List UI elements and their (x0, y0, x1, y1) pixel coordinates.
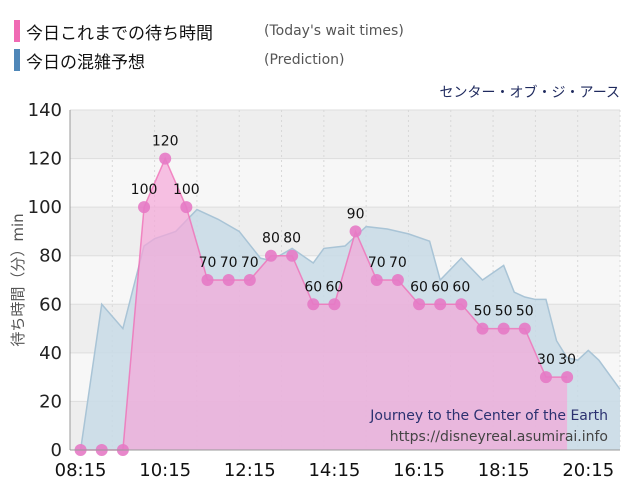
data-label: 60 (304, 279, 322, 295)
data-label: 50 (516, 304, 534, 320)
data-point (307, 298, 320, 311)
data-point (476, 322, 489, 335)
data-label: 100 (173, 182, 200, 198)
attraction-name: センター・オブ・ジ・アース (440, 84, 620, 101)
legend-label-prediction: 今日の混雑予想 (26, 52, 145, 73)
data-label: 90 (347, 206, 365, 222)
y-axis-label: 待ち時間（分）min (9, 213, 27, 346)
data-label: 80 (262, 231, 280, 247)
y-tick-label: 40 (39, 343, 62, 364)
data-point (413, 298, 426, 311)
y-tick-label: 100 (28, 197, 62, 218)
legend-label-today: 今日これまでの待ち時間 (26, 23, 213, 44)
data-label: 80 (283, 231, 301, 247)
y-tick-label: 80 (39, 246, 62, 267)
legend-swatch-today (14, 20, 20, 42)
data-label: 50 (474, 304, 492, 320)
data-label: 70 (368, 255, 386, 271)
legend-note-today: (Today's wait times) (264, 23, 404, 39)
data-point (391, 274, 404, 286)
x-tick-label: 18:15 (478, 460, 530, 481)
data-label: 30 (537, 352, 555, 368)
data-label: 60 (410, 279, 428, 295)
data-point (518, 322, 531, 335)
data-point (539, 371, 552, 384)
y-tick-label: 60 (39, 294, 62, 315)
x-tick-label: 12:15 (224, 460, 276, 481)
x-tick-label: 16:15 (393, 460, 445, 481)
legend-swatch-prediction (14, 49, 20, 71)
data-point (328, 298, 341, 311)
x-tick-label: 08:15 (55, 460, 107, 481)
data-point (180, 201, 193, 214)
data-point (201, 274, 214, 286)
watermark-url: https://disneyreal.asumirai.info (390, 429, 608, 445)
legend-today: 今日これまでの待ち時間 (Today's wait times) (14, 18, 404, 44)
data-label: 100 (131, 182, 158, 198)
y-tick-label: 120 (28, 149, 62, 170)
data-point (349, 225, 362, 238)
y-tick-label: 20 (39, 391, 62, 412)
data-point (222, 274, 235, 286)
data-point (243, 274, 256, 286)
data-point (561, 371, 574, 384)
y-tick-label: 140 (28, 100, 62, 121)
data-point (264, 249, 277, 262)
data-label: 120 (152, 134, 179, 150)
data-point (138, 201, 151, 214)
x-tick-label: 14:15 (308, 460, 360, 481)
data-point (286, 249, 299, 262)
x-tick-label: 10:15 (139, 460, 191, 481)
data-label: 60 (326, 279, 344, 295)
x-tick-label: 20:15 (562, 460, 614, 481)
data-label: 70 (389, 255, 407, 271)
data-label: 70 (199, 255, 217, 271)
data-label: 70 (241, 255, 259, 271)
watermark-title: Journey to the Center of the Earth (369, 408, 608, 424)
axes: 0 20 40 60 80 100 120 140 08:15 10:15 12:15 14:15 16… (28, 100, 620, 481)
data-label: 70 (220, 255, 238, 271)
data-label: 60 (431, 279, 449, 295)
data-label: 30 (558, 352, 576, 368)
data-point (370, 274, 383, 286)
data-point (497, 322, 510, 335)
data-point (455, 298, 468, 311)
grid-band (70, 110, 620, 159)
y-tick-label: 0 (51, 440, 62, 461)
data-label: 50 (495, 304, 513, 320)
legend-note-prediction: (Prediction) (264, 52, 345, 68)
legend-prediction: 今日の混雑予想 (Prediction) (14, 47, 344, 73)
data-point (159, 152, 172, 165)
data-label: 60 (452, 279, 470, 295)
data-point (434, 298, 447, 311)
